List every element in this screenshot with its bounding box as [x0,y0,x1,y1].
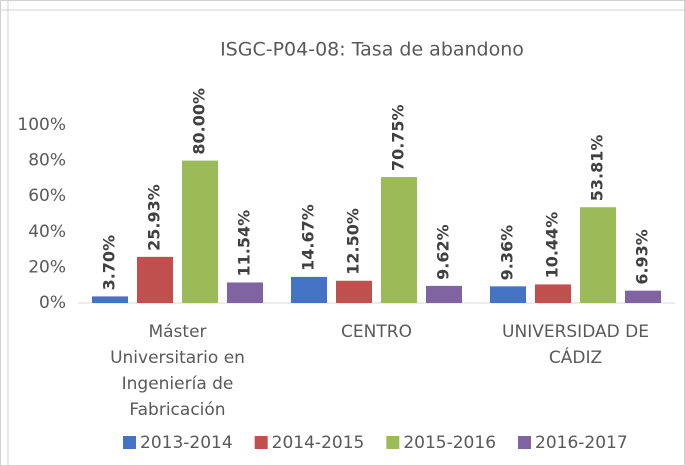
y-tick-label: 100% [17,115,66,135]
legend-swatch [386,436,400,449]
bar [227,282,263,303]
bar [625,290,661,303]
x-tick-label: UNIVERSIDAD DE CÁDIZ [502,322,649,368]
bar [426,285,462,303]
y-tick-label: 40% [28,222,66,242]
value-label: 11.54% [235,210,254,277]
x-tick-label: CENTRO [341,322,412,342]
y-tick-label: 80% [28,151,66,171]
bar [381,177,417,303]
bar [137,256,173,303]
bar [580,207,616,303]
legend-label: 2016-2017 [535,433,628,453]
value-label: 3.70% [100,235,119,291]
legend-label: 2014-2015 [272,433,365,453]
legend-label: 2013-2014 [140,433,233,453]
legend-swatch [254,436,268,449]
value-label: 12.50% [344,208,363,275]
value-label: 10.44% [543,212,562,279]
bar [535,284,571,303]
value-label: 6.93% [633,229,652,285]
value-label: 70.75% [389,104,408,171]
y-tick-label: 20% [28,257,66,277]
legend-swatch [123,436,136,449]
value-label: 80.00% [190,88,209,155]
value-label: 9.36% [498,225,517,281]
x-tick-label: Máster Universitario en Ingeniería de Fa… [110,322,245,420]
bar [291,276,327,303]
bar [92,296,128,303]
legend-label: 2015-2016 [403,433,496,453]
value-label: 9.62% [434,224,453,280]
bar [490,286,526,303]
value-label: 14.67% [299,204,318,271]
value-label: 53.81% [588,135,607,202]
legend-swatch [518,436,532,449]
chart-title: ISGC-P04-08: Tasa de abandono [220,39,524,61]
bar [336,280,372,303]
y-tick-label: 60% [28,186,66,206]
y-tick-label: 0% [39,293,66,313]
value-label: 25.93% [145,184,164,251]
bar [182,160,218,303]
